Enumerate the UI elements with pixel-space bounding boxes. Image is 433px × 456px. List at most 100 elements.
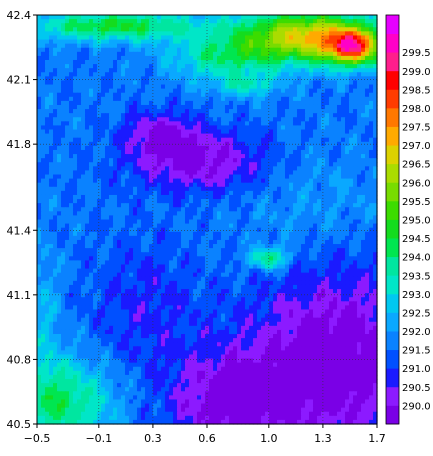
- heatmap-cell: [133, 113, 138, 118]
- heatmap-cell: [81, 27, 86, 32]
- heatmap-cell: [161, 244, 166, 249]
- heatmap-cell: [209, 39, 214, 45]
- heatmap-cell: [249, 174, 254, 180]
- heatmap-cell: [293, 51, 298, 57]
- heatmap-cell: [69, 170, 74, 176]
- heatmap-cell: [373, 248, 378, 253]
- heatmap-cell: [217, 23, 222, 28]
- heatmap-cell: [165, 104, 170, 110]
- heatmap-cell: [133, 88, 138, 94]
- heatmap-cell: [261, 35, 266, 41]
- heatmap-cell: [129, 64, 134, 69]
- heatmap-cell: [253, 231, 258, 237]
- heatmap-cell: [245, 96, 250, 102]
- heatmap-cell: [341, 190, 346, 196]
- heatmap-cell: [277, 219, 282, 225]
- heatmap-cell: [169, 113, 174, 118]
- heatmap-cell: [69, 154, 74, 159]
- heatmap-cell: [217, 59, 222, 65]
- heatmap-cell: [217, 84, 222, 90]
- heatmap-cell: [149, 149, 154, 155]
- heatmap-cell: [85, 104, 90, 110]
- heatmap-cell: [133, 248, 138, 253]
- heatmap-cell: [305, 84, 310, 90]
- heatmap-cell: [321, 231, 326, 237]
- heatmap-cell: [57, 141, 62, 147]
- heatmap-cell: [373, 227, 378, 233]
- heatmap-cell: [69, 72, 74, 77]
- heatmap-cell: [257, 129, 262, 135]
- heatmap-cell: [349, 174, 354, 180]
- heatmap-cell: [125, 51, 130, 57]
- heatmap-cell: [133, 137, 138, 143]
- heatmap-cell: [217, 117, 222, 122]
- heatmap-cell: [273, 207, 278, 212]
- heatmap-cell: [89, 199, 94, 204]
- heatmap-cell: [153, 51, 158, 57]
- heatmap-cell: [345, 207, 350, 212]
- heatmap-cell: [53, 113, 58, 118]
- heatmap-cell: [361, 129, 366, 135]
- heatmap-cell: [129, 158, 134, 163]
- heatmap-cell: [193, 19, 198, 24]
- heatmap-cell: [297, 190, 302, 196]
- heatmap-cell: [353, 182, 358, 188]
- heatmap-cell: [213, 15, 218, 20]
- heatmap-cell: [333, 15, 338, 20]
- heatmap-cell: [161, 207, 166, 212]
- heatmap-cell: [89, 154, 94, 159]
- heatmap-cell: [233, 170, 238, 176]
- heatmap-cell: [369, 203, 374, 208]
- heatmap-cell: [117, 145, 122, 151]
- heatmap-cell: [249, 35, 254, 41]
- heatmap-cell: [333, 149, 338, 155]
- heatmap-cell: [57, 84, 62, 90]
- heatmap-cell: [329, 211, 334, 217]
- heatmap-cell: [209, 121, 214, 127]
- heatmap-cell: [197, 15, 202, 20]
- heatmap-cell: [201, 215, 206, 221]
- heatmap-cell: [269, 133, 274, 139]
- heatmap-cell: [361, 244, 366, 249]
- heatmap-cell: [65, 231, 70, 237]
- heatmap-cell: [369, 137, 374, 143]
- heatmap-cell: [229, 154, 234, 159]
- heatmap-cell: [253, 27, 258, 32]
- heatmap-cell: [353, 88, 358, 94]
- heatmap-cell: [305, 109, 310, 114]
- heatmap-cell: [201, 88, 206, 94]
- heatmap-cell: [345, 203, 350, 208]
- heatmap-cell: [69, 239, 74, 245]
- heatmap-cell: [57, 59, 62, 65]
- heatmap-cell: [345, 162, 350, 167]
- heatmap-cell: [265, 190, 270, 196]
- heatmap-cell: [125, 15, 130, 20]
- heatmap-cell: [145, 227, 150, 233]
- heatmap-cell: [189, 100, 194, 106]
- heatmap-cell: [189, 154, 194, 159]
- heatmap-cell: [157, 211, 162, 217]
- heatmap-cell: [161, 145, 166, 151]
- heatmap-cell: [293, 43, 298, 49]
- heatmap-cell: [209, 92, 214, 98]
- heatmap-cell: [293, 178, 298, 184]
- heatmap-cell: [289, 113, 294, 118]
- heatmap-cell: [93, 182, 98, 188]
- heatmap-cell: [53, 137, 58, 143]
- heatmap-cell: [37, 174, 42, 180]
- heatmap-cell: [185, 55, 190, 61]
- heatmap-cell: [249, 239, 254, 245]
- heatmap-cell: [233, 35, 238, 41]
- heatmap-cell: [229, 100, 234, 106]
- heatmap-cell: [349, 137, 354, 143]
- heatmap-cell: [125, 47, 130, 53]
- heatmap-cell: [229, 235, 234, 241]
- heatmap-cell: [193, 178, 198, 184]
- heatmap-cell: [325, 154, 330, 159]
- heatmap-cell: [277, 55, 282, 61]
- heatmap-cell: [165, 47, 170, 53]
- heatmap-cell: [301, 227, 306, 233]
- heatmap-cell: [117, 154, 122, 159]
- heatmap-cell: [169, 211, 174, 217]
- heatmap-cell: [93, 133, 98, 139]
